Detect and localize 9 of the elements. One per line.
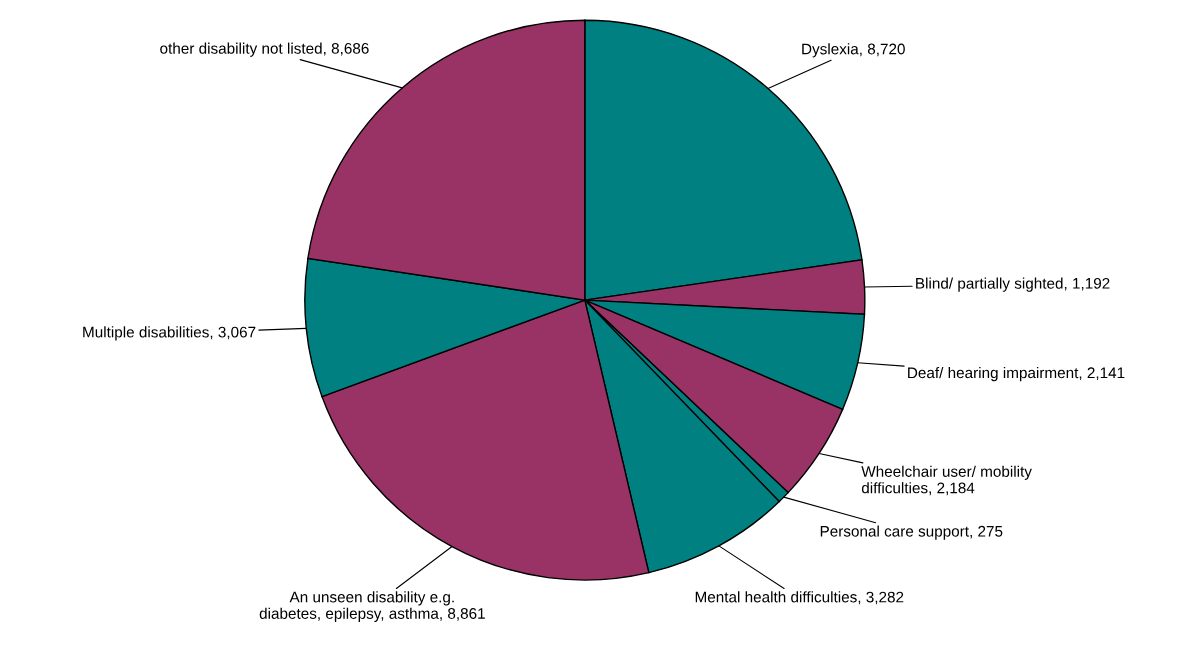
slice-label: Deaf/ hearing impairment, 2,141 (908, 366, 1125, 382)
slice-label: Personal care support, 275 (820, 525, 1003, 540)
slice-label: An unseen disability e.g. diabetes, epilepsy, asthma, 8,861 (259, 591, 485, 622)
slice-label: Wheelchair user/ mobility difficulties, 2,184 (861, 465, 1032, 496)
slice-label: other disability not listed, 8,686 (160, 42, 369, 57)
slice-label: Multiple disabilities, 3,067 (83, 326, 256, 341)
slice-label: Dyslexia, 8,720 (802, 43, 905, 58)
slice-label: Blind/ partially sighted, 1,192 (916, 277, 1110, 292)
slice-label: Mental health difficulties, 3,282 (695, 591, 904, 605)
